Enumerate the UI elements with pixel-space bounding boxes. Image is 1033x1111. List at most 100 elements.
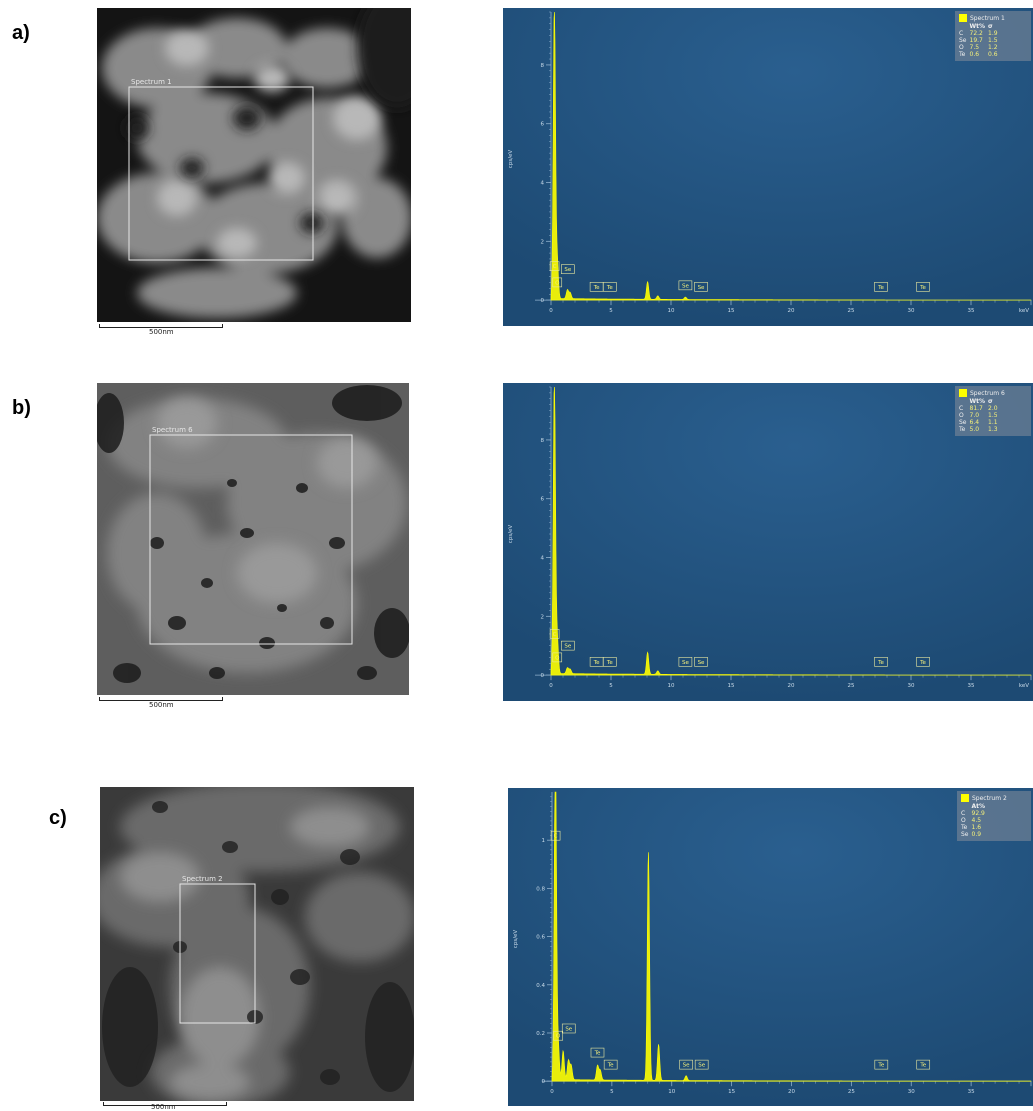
x-tick-label: 25 xyxy=(848,1089,855,1095)
peak-label-text: Se xyxy=(564,267,571,273)
panel-label-b: b) xyxy=(12,397,31,419)
x-axis-label: keV xyxy=(1019,683,1029,689)
legend-col: At% xyxy=(971,803,986,810)
legend-element: O xyxy=(961,817,966,824)
peak-label-text: Te xyxy=(593,285,600,291)
chart-background xyxy=(508,788,1033,1106)
legend-element: O xyxy=(959,412,964,419)
legend-title-b: Spectrum 6 xyxy=(970,389,1005,397)
peak-label-text: O xyxy=(556,1034,561,1040)
peak-label-box xyxy=(678,280,693,291)
legend-col: σ xyxy=(988,398,993,405)
legend-value: 1.1 xyxy=(988,419,998,426)
peak-label: Te xyxy=(874,1059,889,1070)
legend-value: 6.4 xyxy=(969,419,980,426)
y-tick-label: 0.4 xyxy=(536,983,545,989)
peak-label-text: C xyxy=(553,264,557,270)
peak-label-box xyxy=(916,1059,931,1070)
legend-value: 0.6 xyxy=(969,51,980,58)
legend-value: 7.0 xyxy=(969,412,980,419)
spectrum-chart-a: 0 2 4 6 8 0 5 10 15 20 25 30 35 keV cps/eV C O Se Te Te Se Se… xyxy=(503,8,1033,326)
peak-label: Se xyxy=(678,280,693,291)
y-tick-label: 4 xyxy=(541,181,545,187)
x-tick-label: 10 xyxy=(668,1089,675,1095)
peak-label-text: Te xyxy=(877,1063,884,1069)
peak-label-box xyxy=(560,640,575,651)
peak-label: Se xyxy=(694,281,708,292)
legend-value: 1.3 xyxy=(988,426,998,433)
peak-label-text: Te xyxy=(606,285,613,291)
peak-label: Te xyxy=(603,656,617,667)
scale-label-a: 500nm xyxy=(149,328,174,336)
peak-label: Se xyxy=(561,1023,576,1034)
peak-label-box xyxy=(603,656,617,667)
y-tick-label: 0 xyxy=(541,298,545,304)
peak-label-text: Te xyxy=(919,660,926,666)
peak-label-text: Se xyxy=(698,1063,705,1069)
peak-label: Se xyxy=(678,656,693,667)
x-tick-label: 5 xyxy=(609,308,613,314)
legend-value: 19.7 xyxy=(969,37,983,44)
legend-title-c: Spectrum 2 xyxy=(972,794,1007,802)
legend-element: C xyxy=(961,810,966,817)
x-tick-label: 25 xyxy=(848,683,855,689)
peak-label: Se xyxy=(694,656,708,667)
y-tick-label: 6 xyxy=(541,497,545,503)
legend-value: 0.9 xyxy=(971,831,982,838)
y-tick-label: 1 xyxy=(541,838,545,844)
peak-label-box xyxy=(694,281,708,292)
chart-background xyxy=(503,383,1033,701)
y-tick-label: 4 xyxy=(541,556,545,562)
peak-label-box xyxy=(874,281,888,292)
peak-label-text: Se xyxy=(565,1026,572,1032)
peak-label: Te xyxy=(590,1047,605,1058)
x-tick-label: 20 xyxy=(788,1089,795,1095)
peak-label: Se xyxy=(694,1059,709,1070)
x-tick-label: 0 xyxy=(549,308,553,314)
x-tick-label: 5 xyxy=(610,1089,614,1095)
peak-label: O xyxy=(552,652,563,663)
roi-label-c: Spectrum 2 xyxy=(182,875,223,883)
peak-label: Te xyxy=(874,281,888,292)
peak-label-box xyxy=(694,1059,709,1070)
x-tick-label: 10 xyxy=(668,308,675,314)
peak-label: O xyxy=(553,1030,564,1041)
peak-label-text: Se xyxy=(698,285,705,291)
peak-label-box xyxy=(590,1047,605,1058)
peak-label-text: Se xyxy=(564,644,571,650)
peak-label-text: Te xyxy=(919,1063,926,1069)
peak-label-box xyxy=(916,656,930,667)
legend-col: Wt% xyxy=(969,398,986,405)
legend-value: 1.5 xyxy=(988,37,998,44)
legend-value: 81.7 xyxy=(969,405,983,412)
spectrum-chart-c: 0 0.2 0.4 0.6 0.8 1 0 5 10 15 20 25 30 35 cps/eV C O Se Te… xyxy=(508,788,1033,1106)
peak-label: Te xyxy=(874,656,888,667)
legend-col: Wt% xyxy=(969,23,986,30)
x-tick-label: 10 xyxy=(668,683,675,689)
legend-value: 92.9 xyxy=(971,810,985,817)
y-tick-label: 2 xyxy=(541,614,545,620)
peak-label-text: Se xyxy=(682,283,689,289)
sem-image-c: Spectrum 2 xyxy=(100,787,414,1101)
peak-label: Te xyxy=(916,656,930,667)
x-tick-label: 15 xyxy=(728,308,735,314)
spectrum-chart-b: 0 2 4 6 8 0 5 10 15 20 25 30 35 keV cps/eV C O Se Te Te Se Se… xyxy=(503,383,1033,701)
legend-value: 1.6 xyxy=(971,824,982,831)
peak-label-box xyxy=(678,656,693,667)
peak-label-text: Te xyxy=(606,660,613,666)
y-tick-label: 2 xyxy=(541,239,545,245)
peak-label: C xyxy=(549,629,560,639)
legend-value: 1.5 xyxy=(988,412,998,419)
x-tick-label: 5 xyxy=(609,683,613,689)
peak-label-box xyxy=(679,1059,693,1070)
peak-label: Te xyxy=(916,1059,931,1070)
roi-label-a: Spectrum 1 xyxy=(131,78,172,86)
legend-col: σ xyxy=(988,23,993,30)
x-tick-label: 0 xyxy=(549,683,553,689)
x-tick-label: 30 xyxy=(908,1089,915,1095)
peak-label: Te xyxy=(603,281,617,292)
scale-label-b: 500nm xyxy=(149,701,174,709)
spectrum-series xyxy=(550,11,1032,301)
legend-element: Te xyxy=(959,51,966,58)
scale-label-c: 500nm xyxy=(151,1103,176,1111)
